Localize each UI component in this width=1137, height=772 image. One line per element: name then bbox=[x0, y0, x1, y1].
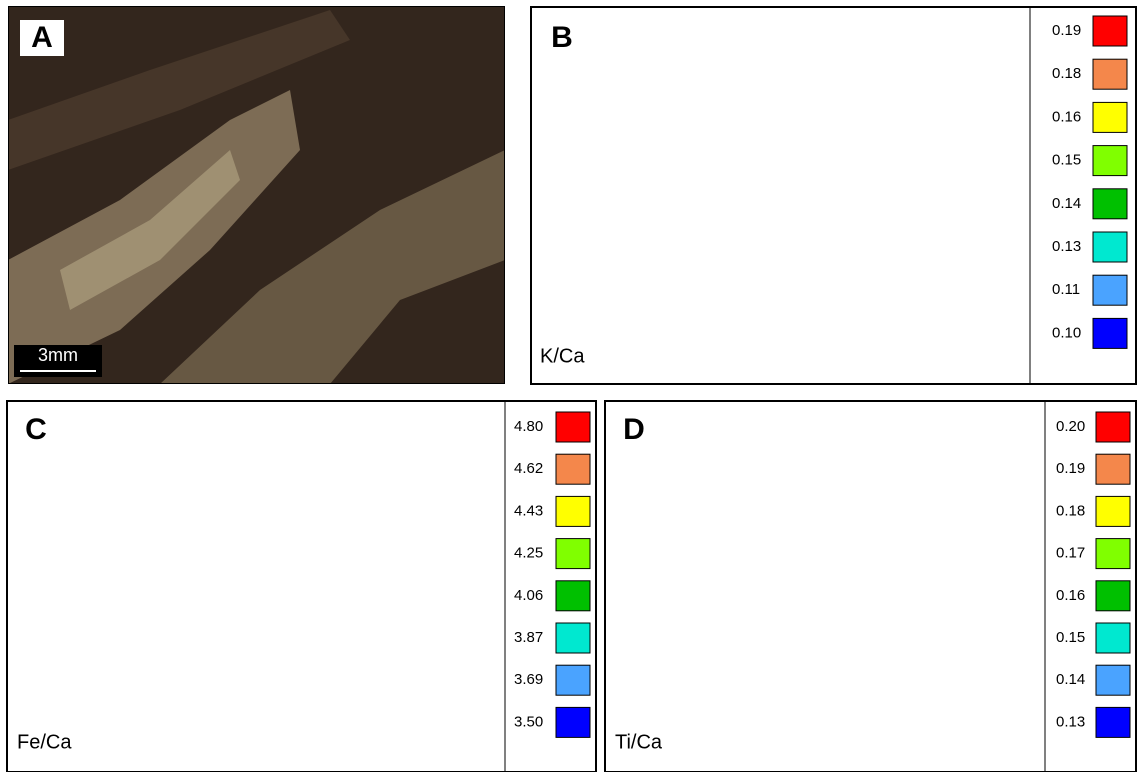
legend-label: 0.18 bbox=[1052, 65, 1081, 82]
legend-label: 4.43 bbox=[514, 502, 543, 519]
legend-swatch bbox=[556, 581, 590, 611]
legend-label: 4.80 bbox=[514, 418, 543, 435]
legend-label: 0.18 bbox=[1056, 502, 1085, 519]
legend-label: 0.16 bbox=[1056, 587, 1085, 604]
panel-letter: C bbox=[25, 413, 47, 446]
legend-swatch bbox=[556, 665, 590, 695]
figure: 3mm A bbox=[0, 0, 1137, 772]
legend-swatch bbox=[1096, 623, 1130, 653]
contour-map bbox=[7, 401, 505, 772]
legend-label: 4.62 bbox=[514, 460, 543, 477]
legend-swatch bbox=[1096, 496, 1130, 526]
legend-label: 4.25 bbox=[514, 545, 543, 562]
panel-frame bbox=[7, 401, 596, 772]
legend-label: 4.06 bbox=[514, 587, 543, 604]
legend-label: 0.10 bbox=[1052, 324, 1081, 341]
legend-swatch bbox=[1096, 454, 1130, 484]
legend-label: 0.20 bbox=[1056, 418, 1085, 435]
legend-swatch bbox=[1093, 16, 1127, 46]
legend-label: 0.13 bbox=[1056, 713, 1085, 730]
legend-label: 3.69 bbox=[514, 671, 543, 688]
legend-swatch bbox=[1093, 232, 1127, 262]
legend-swatch bbox=[1093, 189, 1127, 219]
legend-swatch bbox=[1096, 539, 1130, 569]
legend-swatch bbox=[556, 496, 590, 526]
legend-swatch bbox=[1096, 581, 1130, 611]
legend-swatch bbox=[556, 623, 590, 653]
legend-label: 0.17 bbox=[1056, 545, 1085, 562]
legend-label: 0.19 bbox=[1056, 460, 1085, 477]
legend-swatch bbox=[1093, 102, 1127, 132]
legend-label: 0.11 bbox=[1052, 281, 1080, 298]
contour-map bbox=[605, 401, 1045, 772]
element-label: K/Ca bbox=[540, 345, 585, 367]
legend-label: 0.15 bbox=[1052, 152, 1081, 169]
legend-swatch bbox=[1093, 275, 1127, 305]
scale-bar-label: 3mm bbox=[38, 345, 78, 365]
legend-label: 0.16 bbox=[1052, 108, 1081, 125]
legend-swatch bbox=[1096, 707, 1130, 737]
legend-label: 0.15 bbox=[1056, 629, 1085, 646]
panel-letter: A bbox=[31, 21, 53, 54]
legend-label: 3.87 bbox=[514, 629, 543, 646]
legend-swatch bbox=[556, 454, 590, 484]
legend-swatch bbox=[1093, 146, 1127, 176]
legend-swatch bbox=[1093, 59, 1127, 89]
photo bbox=[8, 6, 505, 384]
legend-label: 3.50 bbox=[514, 713, 543, 730]
legend-label: 0.19 bbox=[1052, 22, 1081, 39]
panel-letter: D bbox=[623, 413, 645, 446]
element-label: Fe/Ca bbox=[17, 731, 72, 753]
legend-swatch bbox=[556, 412, 590, 442]
panel-letter: B bbox=[551, 21, 573, 54]
legend-swatch bbox=[556, 707, 590, 737]
legend-swatch bbox=[1096, 665, 1130, 695]
contour-map bbox=[531, 7, 1031, 385]
legend-swatch bbox=[1096, 412, 1130, 442]
legend-label: 0.13 bbox=[1052, 238, 1081, 255]
panel-frame bbox=[531, 7, 1136, 384]
legend-label: 0.14 bbox=[1052, 195, 1081, 212]
legend-label: 0.14 bbox=[1056, 671, 1085, 688]
element-label: Ti/Ca bbox=[615, 731, 663, 753]
legend-swatch bbox=[1093, 318, 1127, 348]
legend-swatch bbox=[556, 539, 590, 569]
